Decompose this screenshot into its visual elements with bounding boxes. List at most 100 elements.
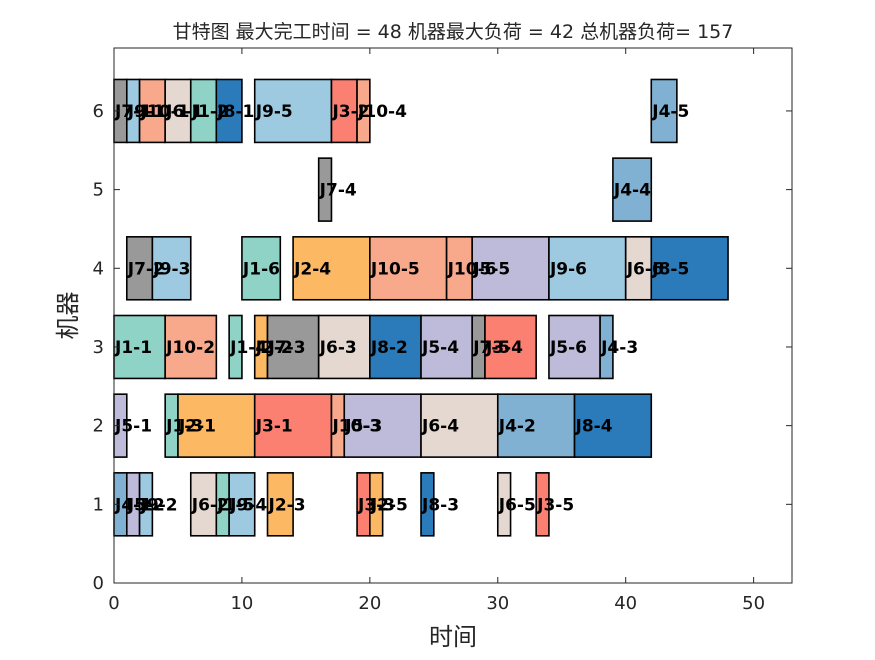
- y-tick-label: 5: [93, 180, 104, 201]
- task-bar-j8-4: [573, 393, 653, 458]
- y-tick-label: 3: [93, 337, 104, 358]
- task-bar-j6-6: [624, 236, 653, 301]
- x-tick-label: 40: [614, 593, 637, 614]
- task-bar-j1-6: [241, 236, 282, 301]
- axes-layer: 0 10 20 30 40 50 0 1 2 3 4 5 6: [93, 48, 792, 614]
- task-label-j7-3: J7-3: [268, 338, 306, 358]
- task-label-j6-1: J6-1: [165, 102, 203, 122]
- task-label-j9-3: J9-3: [152, 259, 190, 279]
- x-tick-label: 20: [358, 593, 381, 614]
- task-label-j5-6: J5-6: [549, 338, 587, 358]
- task-label-j2-3: J2-3: [268, 495, 306, 515]
- task-label-j5-2: J5-2: [127, 495, 165, 515]
- task-label-j10-6: J10-6: [447, 259, 497, 279]
- task-bar-j4-2: [496, 393, 576, 458]
- task-bar-j8-2: [369, 314, 422, 380]
- task-label-j1-3: J1-3: [165, 417, 203, 437]
- task-bar-j2-3: [266, 472, 294, 537]
- plot-frame: [113, 47, 793, 584]
- task-bar-j6-3: [317, 314, 371, 380]
- task-label-j6-6: J6-6: [626, 259, 664, 279]
- task-bar-j10-4: [356, 78, 371, 144]
- task-bar-j8-1: [215, 78, 243, 144]
- task-label-j8-4: J8-4: [575, 417, 613, 437]
- task-bar-j8-3: [420, 472, 435, 537]
- task-bar-j9-4: [228, 472, 256, 537]
- task-bar-j9-2: [138, 472, 154, 537]
- task-label-j4-3: J4-3: [600, 338, 638, 358]
- task-bar-j8-5: [650, 236, 729, 301]
- bars-layer: [113, 78, 729, 537]
- task-label-j5-1: J5-1: [114, 417, 152, 437]
- chart-title: 甘特图 最大完工时间 = 48 机器最大负荷 = 42 总机器负荷= 157: [173, 21, 734, 43]
- task-label-j2-5: J2-5: [370, 495, 408, 515]
- task-label-j9-1: J9-1: [127, 102, 165, 122]
- task-bar-j3-4: [484, 314, 537, 380]
- task-bar-j7-4: [317, 157, 333, 222]
- task-label-j1-1: J1-1: [114, 338, 152, 358]
- task-label-j10-3: J10-3: [331, 417, 381, 437]
- task-bar-j4-4: [612, 157, 653, 222]
- task-bar-j5-6: [548, 314, 601, 380]
- task-label-j1-6: J1-6: [242, 259, 280, 279]
- task-label-j8-1: J8-1: [216, 102, 254, 122]
- x-tick-label: 50: [742, 593, 765, 614]
- task-label-j7-2: J7-2: [127, 259, 165, 279]
- task-label-j6-3: J6-3: [319, 338, 357, 358]
- task-label-j9-2: J9-2: [140, 495, 178, 515]
- task-label-j10-1: J10-1: [140, 102, 190, 122]
- task-bar-j5-4: [420, 314, 473, 380]
- task-bar-j3-1: [253, 393, 333, 458]
- x-tick-label: 0: [108, 593, 119, 614]
- y-tick-label: 4: [93, 258, 104, 279]
- x-axis-title: 时间: [429, 623, 477, 651]
- task-bar-j5-3: [343, 393, 422, 458]
- task-label-j3-5: J3-5: [536, 495, 574, 515]
- task-label-j1-4: J1-4: [229, 338, 267, 358]
- task-bar-j7-2: [125, 236, 154, 301]
- task-label-j2-4: J2-4: [293, 259, 331, 279]
- task-label-j10-5: J10-5: [370, 259, 420, 279]
- task-label-j8-5: J8-5: [651, 259, 689, 279]
- task-label-j9-5: J9-5: [255, 102, 293, 122]
- task-bar-j10-5: [369, 236, 448, 301]
- task-label-j6-2: J6-2: [191, 495, 229, 515]
- task-bar-j1-4: [228, 314, 243, 380]
- task-label-j3-3: J3-3: [357, 495, 395, 515]
- task-bar-j9-5: [253, 78, 333, 144]
- task-label-j6-4: J6-4: [421, 417, 459, 437]
- task-bar-j3-5: [535, 472, 550, 537]
- task-label-j2-1: J2-1: [178, 417, 216, 437]
- task-bar-j2-5: [369, 472, 384, 537]
- task-label-j10-4: J10-4: [357, 102, 407, 122]
- task-label-j6-5: J6-5: [498, 495, 536, 515]
- task-label-j1-5: J1-5: [216, 495, 254, 515]
- task-bar-j9-3: [151, 236, 192, 301]
- task-label-j5-5: J5-5: [472, 259, 510, 279]
- task-label-j5-3: J5-3: [344, 417, 382, 437]
- task-bar-j1-2: [189, 78, 218, 144]
- y-tick-label: 6: [93, 101, 104, 122]
- task-label-j4-2: J4-2: [498, 417, 536, 437]
- task-bar-j4-5: [650, 78, 678, 144]
- task-label-j4-1: J4-1: [114, 495, 152, 515]
- task-label-j7-5: J7-5: [472, 338, 510, 358]
- task-label-j4-5: J4-5: [651, 102, 689, 122]
- task-bar-j6-2: [189, 472, 218, 537]
- y-tick-label: 0: [93, 573, 104, 594]
- task-label-j5-4: J5-4: [421, 338, 459, 358]
- task-bar-j4-3: [599, 314, 614, 380]
- task-label-j3-1: J3-1: [255, 417, 293, 437]
- x-tick-label: 10: [230, 593, 253, 614]
- task-label-j8-2: J8-2: [370, 338, 408, 358]
- task-label-j9-6: J9-6: [549, 259, 587, 279]
- task-label-j3-4: J3-4: [485, 338, 523, 358]
- task-bar-j10-6: [445, 236, 473, 301]
- task-label-j3-2: J3-2: [331, 102, 369, 122]
- y-tick-label: 2: [93, 416, 104, 437]
- task-bar-j6-5: [496, 472, 512, 537]
- task-label-j7-1: J7-1: [114, 102, 152, 122]
- task-bar-j2-4: [292, 236, 371, 301]
